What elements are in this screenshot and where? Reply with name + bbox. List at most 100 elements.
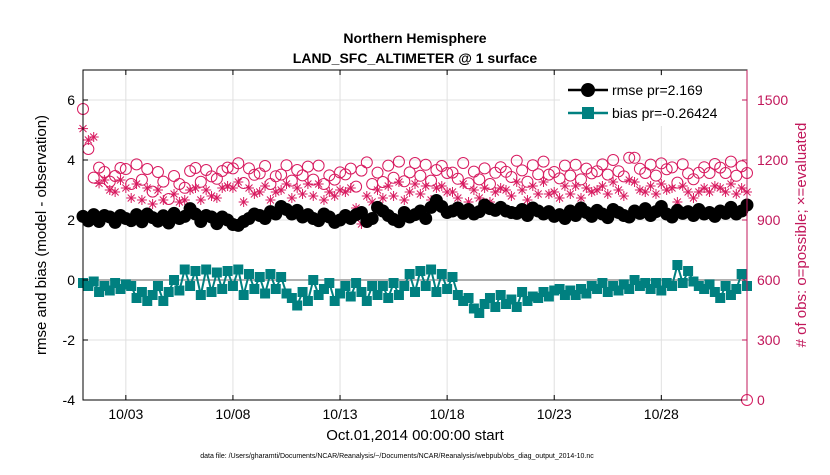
obs-evaluated-point: [586, 187, 597, 197]
x-tick-label: 10/18: [430, 406, 465, 422]
obs-possible-point: [259, 160, 272, 172]
legend-bias-marker: [582, 107, 594, 119]
bias-point: [452, 290, 463, 300]
obs-evaluated-point: [527, 181, 538, 191]
obs-evaluated-point: [495, 183, 506, 193]
obs-possible-point: [510, 154, 523, 167]
obs-possible-point: [87, 171, 100, 184]
bias-point: [233, 264, 244, 275]
bias-point: [265, 269, 276, 279]
obs-evaluated-point: [592, 185, 603, 195]
obs-evaluated-point: [120, 183, 131, 193]
bias-point: [152, 281, 163, 291]
y-tick-label-right: 1500: [757, 92, 788, 108]
bias-point: [458, 296, 469, 306]
obs-evaluated-point: [136, 195, 147, 205]
bias-point: [736, 269, 747, 279]
obs-possible-point: [473, 173, 486, 186]
bias-point: [495, 290, 506, 300]
obs-evaluated-point: [576, 193, 586, 203]
obs-possible-point: [537, 155, 550, 168]
obs-evaluated-point: [211, 193, 222, 203]
bias-point: [399, 281, 410, 291]
obs-evaluated-point: [688, 193, 699, 203]
bias-point: [190, 266, 201, 276]
bias-point: [613, 285, 624, 296]
rmse-point: [162, 216, 176, 230]
obs-possible-point: [141, 163, 154, 175]
bias-point: [99, 281, 110, 291]
obs-possible-point: [601, 168, 614, 181]
obs-evaluated-point: [720, 187, 731, 197]
bias-point: [645, 284, 656, 294]
obs-evaluated-point: [549, 187, 560, 197]
bias-point: [592, 284, 603, 294]
obs-evaluated-point: [479, 183, 490, 193]
obs-evaluated-point: [281, 179, 292, 189]
bias-point: [292, 300, 303, 311]
legend-rmse-marker: [581, 83, 595, 97]
obs-evaluated-point: [142, 183, 153, 193]
obs-evaluated-point: [222, 181, 233, 191]
obs-evaluated-point: [463, 197, 474, 207]
bias-point: [570, 290, 581, 300]
bias-point: [656, 285, 667, 296]
obs-evaluated-point: [452, 193, 463, 203]
obs-evaluated-point: [618, 191, 629, 201]
obs-evaluated-point: [83, 135, 94, 145]
bias-point: [431, 287, 442, 297]
bias-point: [688, 276, 699, 287]
bias-point: [501, 299, 512, 309]
obs-evaluated-point: [174, 197, 185, 207]
bias-point: [308, 275, 319, 285]
obs-evaluated-point: [597, 181, 608, 191]
obs-evaluated-point: [286, 193, 297, 203]
bias-point: [88, 276, 99, 287]
bias-point: [715, 293, 726, 303]
bias-point: [667, 281, 678, 291]
obs-possible-point: [575, 173, 587, 186]
obs-evaluated-point: [602, 189, 613, 199]
x-tick-label: 10/08: [215, 406, 250, 422]
bias-point: [709, 287, 720, 297]
bias-point: [565, 285, 576, 296]
obs-evaluated-point: [308, 191, 319, 201]
y-axis-label-right: # of obs: o=possible; ×=evaluated: [793, 123, 810, 348]
bias-point: [195, 290, 206, 300]
obs-possible-point: [425, 174, 438, 187]
obs-evaluated-point: [217, 183, 228, 193]
obs-evaluated-point: [260, 181, 271, 191]
obs-evaluated-point: [468, 185, 479, 195]
obs-evaluated-point: [276, 185, 287, 195]
obs-evaluated-point: [543, 189, 554, 199]
obs-possible-point: [119, 163, 132, 175]
obs-evaluated-point: [88, 132, 99, 142]
bias-point: [474, 308, 485, 318]
x-axis-label: Oct.01,2014 00:00:00 start: [326, 427, 504, 444]
obs-evaluated-point: [538, 177, 549, 187]
chart-title-line1: Northern Hemisphere: [343, 30, 486, 46]
obs-possible-point: [607, 154, 620, 166]
obs-possible-point: [130, 158, 143, 171]
obs-evaluated-point: [115, 175, 126, 185]
x-tick-label: 10/28: [644, 406, 679, 422]
bias-point: [318, 284, 329, 294]
obs-possible-point: [542, 168, 555, 181]
x-tick-label: 10/13: [323, 406, 358, 422]
obs-evaluated-point: [383, 181, 394, 191]
bias-point: [506, 294, 517, 305]
obs-evaluated-point: [126, 193, 137, 203]
obs-evaluated-point: [517, 185, 528, 195]
bias-point: [297, 287, 308, 297]
obs-evaluated-point: [501, 185, 512, 195]
bias-point: [634, 281, 645, 291]
bias-point: [420, 281, 431, 291]
obs-evaluated-point: [570, 181, 581, 191]
obs-evaluated-point: [201, 185, 212, 195]
obs-evaluated-point: [693, 187, 704, 197]
obs-evaluated-point: [195, 195, 206, 205]
bias-point: [618, 279, 629, 290]
obs-evaluated-point: [725, 179, 736, 189]
bias-point: [356, 287, 367, 297]
